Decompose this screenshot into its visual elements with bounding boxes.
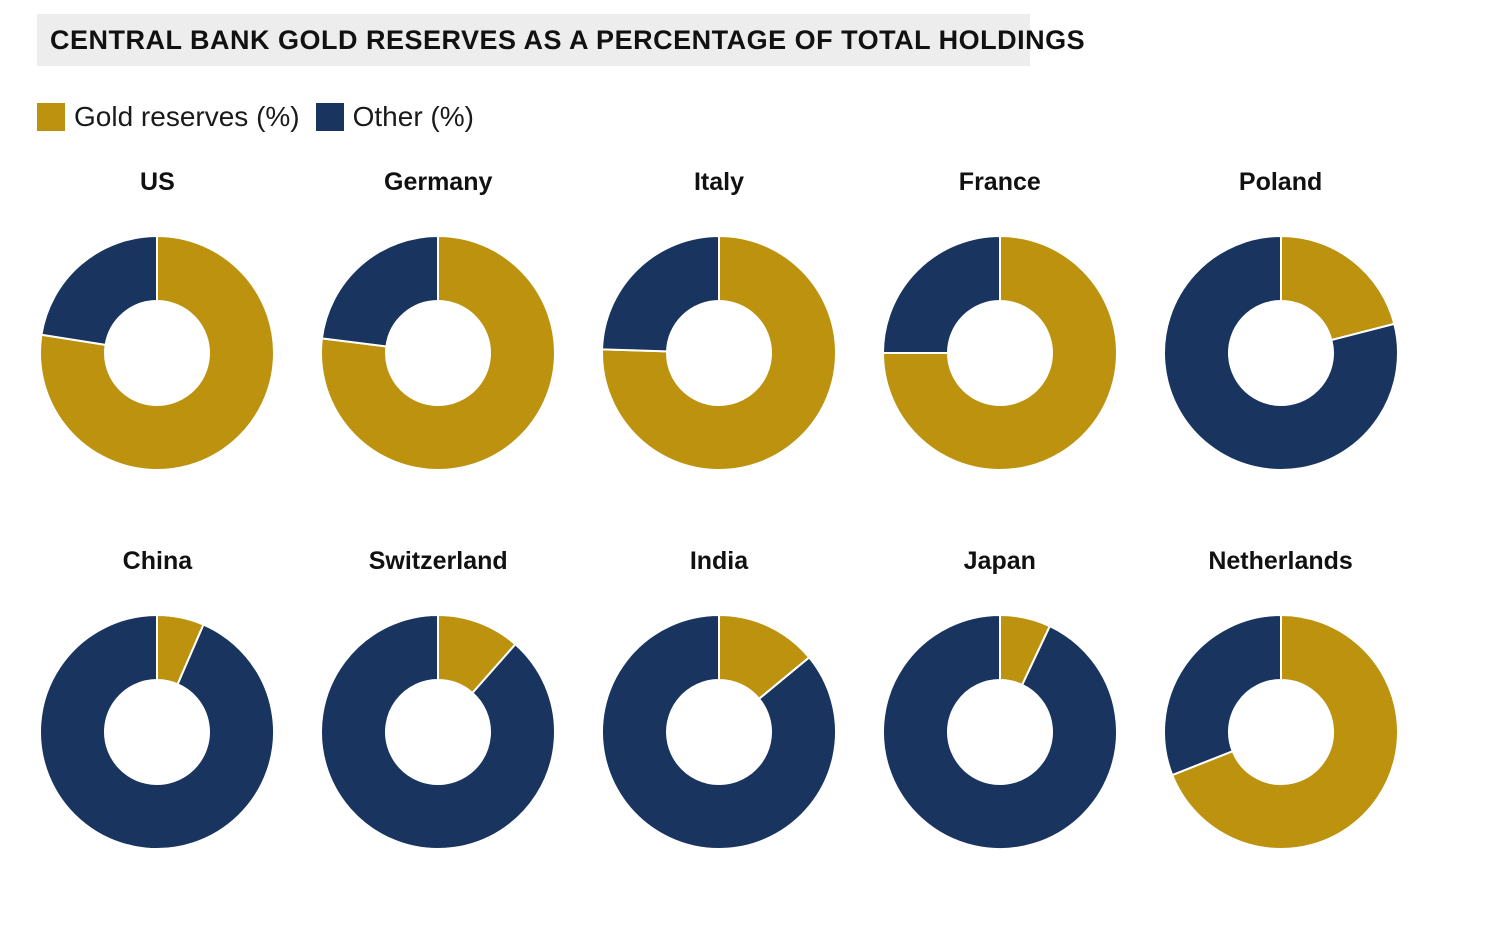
donut-title: Japan <box>963 547 1036 575</box>
donut-cell-india: India <box>579 546 860 850</box>
donut-title: Italy <box>693 168 744 196</box>
donut-cell-china: China <box>17 546 298 850</box>
gold-slice <box>1279 235 1396 342</box>
donut-chart <box>601 235 837 471</box>
donut-chart <box>320 235 557 471</box>
donut-cell-switzerland: Switzerland <box>298 546 579 850</box>
other-slice <box>320 235 440 348</box>
other-slice <box>39 614 276 850</box>
gold-swatch-icon <box>37 103 65 131</box>
donut-cell-italy: Italy <box>579 167 860 471</box>
gold-slice <box>320 235 557 471</box>
donut-cell-japan: Japan <box>859 546 1140 850</box>
gold-slice <box>39 235 276 471</box>
donut-chart <box>881 235 1118 471</box>
donut-title: Netherlands <box>1208 547 1353 575</box>
donut-chart <box>601 614 837 850</box>
legend-label-gold: Gold reserves (%) <box>74 101 300 132</box>
other-slice <box>601 235 720 353</box>
other-slice <box>881 614 1118 850</box>
donut-title: China <box>122 547 193 575</box>
donut-title: Switzerland <box>368 547 508 575</box>
donut-title: India <box>689 547 749 575</box>
donut-cell-poland: Poland <box>1140 167 1421 471</box>
donut-cell-netherlands: Netherlands <box>1140 546 1421 850</box>
legend-label-other: Other (%) <box>352 101 474 132</box>
other-swatch-icon <box>315 103 344 131</box>
donut-cell-france: France <box>859 167 1140 471</box>
donut-chart <box>1162 614 1399 850</box>
donut-chart <box>881 614 1118 850</box>
gold-slice <box>601 235 837 471</box>
chart-title: CENTRAL BANK GOLD RESERVES AS A PERCENTA… <box>50 24 1086 55</box>
donut-title: Germany <box>384 168 493 196</box>
donut-row-1: US Germany Italy France Poland <box>17 167 1421 471</box>
chart-legend: Gold reserves (%) Other (%) <box>37 101 474 133</box>
legend-item-gold: Gold reserves (%) <box>37 101 300 133</box>
donut-title: France <box>958 168 1041 196</box>
donut-cell-germany: Germany <box>298 167 579 471</box>
other-slice <box>40 235 159 347</box>
donut-chart <box>39 235 276 471</box>
other-slice <box>1162 235 1399 471</box>
donut-title: US <box>140 168 175 196</box>
donut-row-2: China Switzerland India Japan Netherland… <box>17 546 1421 850</box>
other-slice <box>601 614 837 850</box>
gold-slice <box>881 235 1118 471</box>
donut-chart <box>39 614 276 850</box>
other-slice <box>320 614 557 850</box>
donut-chart <box>320 614 557 850</box>
legend-item-other: Other (%) <box>315 101 474 133</box>
gold-slice <box>1170 614 1399 850</box>
donut-title: Poland <box>1238 168 1323 196</box>
other-slice <box>1162 614 1282 777</box>
donut-chart <box>1162 235 1399 471</box>
donut-cell-us: US <box>17 167 298 471</box>
chart-title-bar: CENTRAL BANK GOLD RESERVES AS A PERCENTA… <box>37 14 1085 66</box>
other-slice <box>881 235 1001 354</box>
